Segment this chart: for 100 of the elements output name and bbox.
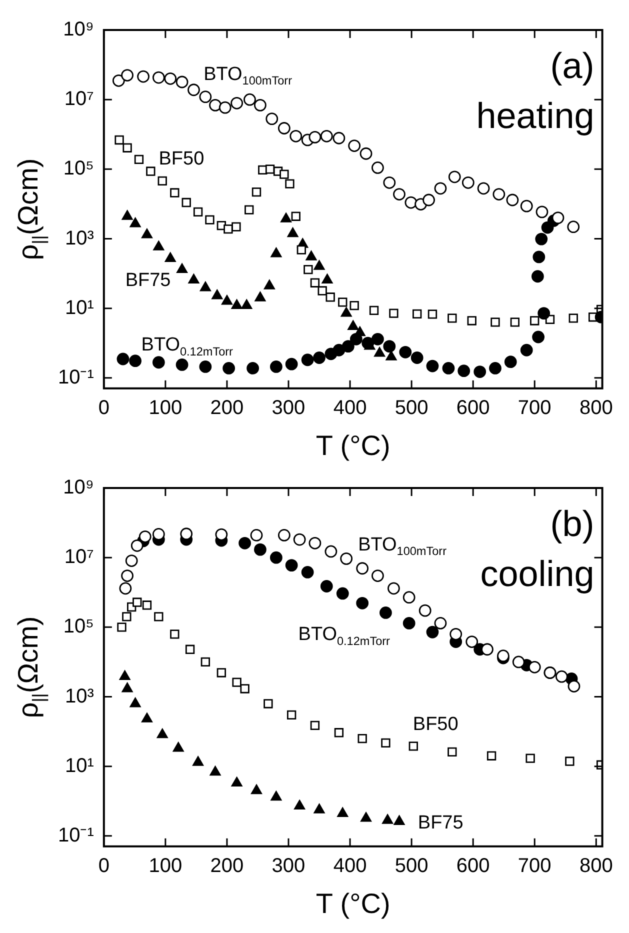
point (458, 364, 470, 378)
x-tick-label: 500 (394, 854, 428, 877)
point (176, 263, 188, 274)
point (130, 698, 141, 708)
point (192, 756, 204, 766)
x-tick-label: 600 (456, 396, 490, 419)
point (334, 728, 344, 738)
x-tick-label: 800 (579, 854, 613, 877)
x-tick-label: 0 (98, 396, 110, 419)
point (322, 274, 333, 284)
point (304, 264, 313, 274)
point (285, 179, 294, 188)
point (555, 670, 568, 683)
point (389, 308, 398, 318)
point (293, 533, 306, 546)
point (216, 668, 226, 678)
point (490, 318, 500, 327)
point (474, 366, 486, 378)
point (185, 644, 195, 654)
point (332, 132, 346, 144)
point (199, 360, 212, 373)
y-tick-label: 10³ (65, 227, 94, 250)
y-axis-title: ρ||(Ωcm) (12, 158, 49, 260)
point (360, 147, 372, 160)
point (119, 582, 132, 595)
point (486, 751, 496, 760)
point (538, 307, 550, 320)
point (310, 278, 320, 288)
point (442, 362, 455, 374)
point (408, 742, 418, 751)
point (381, 738, 390, 748)
point (336, 587, 349, 600)
point (531, 270, 544, 283)
point (176, 358, 188, 371)
point (308, 130, 322, 144)
x-tick-label: 400 (333, 396, 367, 419)
point (565, 756, 574, 766)
point (244, 205, 254, 214)
point (125, 554, 138, 567)
point (154, 612, 164, 622)
point (568, 680, 580, 692)
point (132, 598, 142, 607)
point (512, 656, 525, 668)
point (280, 212, 292, 222)
point (535, 232, 548, 246)
annotation: (a) (550, 44, 594, 86)
point (232, 678, 242, 687)
point (520, 200, 533, 212)
point (362, 336, 374, 350)
point (270, 790, 282, 801)
point (506, 194, 519, 206)
point (182, 198, 191, 208)
x-tick-label: 400 (333, 854, 367, 877)
x-axis-title: T (°C) (316, 888, 390, 919)
point (374, 347, 386, 357)
point (119, 670, 130, 680)
point (152, 528, 165, 540)
point (224, 224, 233, 234)
point (215, 528, 228, 541)
point (481, 643, 494, 656)
point (520, 344, 533, 356)
point (477, 182, 490, 195)
y-tick-label: 10¹ (65, 754, 94, 777)
point (264, 699, 273, 708)
point (199, 90, 212, 104)
point (326, 292, 335, 302)
point (218, 101, 232, 114)
point (372, 332, 384, 346)
point (251, 784, 262, 794)
point (528, 660, 541, 674)
point (467, 316, 476, 326)
x-tick-label: 700 (518, 396, 552, 419)
point (180, 528, 193, 540)
annotation: heating (476, 94, 594, 136)
point (250, 529, 263, 542)
point (231, 299, 242, 310)
point (146, 166, 156, 176)
point (340, 307, 352, 317)
point (310, 720, 320, 730)
point (138, 530, 152, 543)
y-tick-label: 10³ (65, 685, 94, 708)
point (246, 362, 260, 374)
point (170, 630, 180, 639)
point (164, 252, 176, 262)
point (265, 164, 275, 174)
point (526, 754, 535, 763)
point (188, 274, 200, 284)
point (156, 728, 168, 738)
point (492, 188, 506, 200)
point (137, 70, 150, 83)
point (489, 362, 502, 374)
point (287, 227, 298, 238)
point (222, 295, 232, 305)
point (532, 330, 545, 344)
point (306, 250, 317, 260)
point (266, 112, 278, 126)
point (254, 543, 266, 556)
point (280, 170, 289, 179)
point (567, 220, 580, 234)
point (222, 362, 236, 374)
